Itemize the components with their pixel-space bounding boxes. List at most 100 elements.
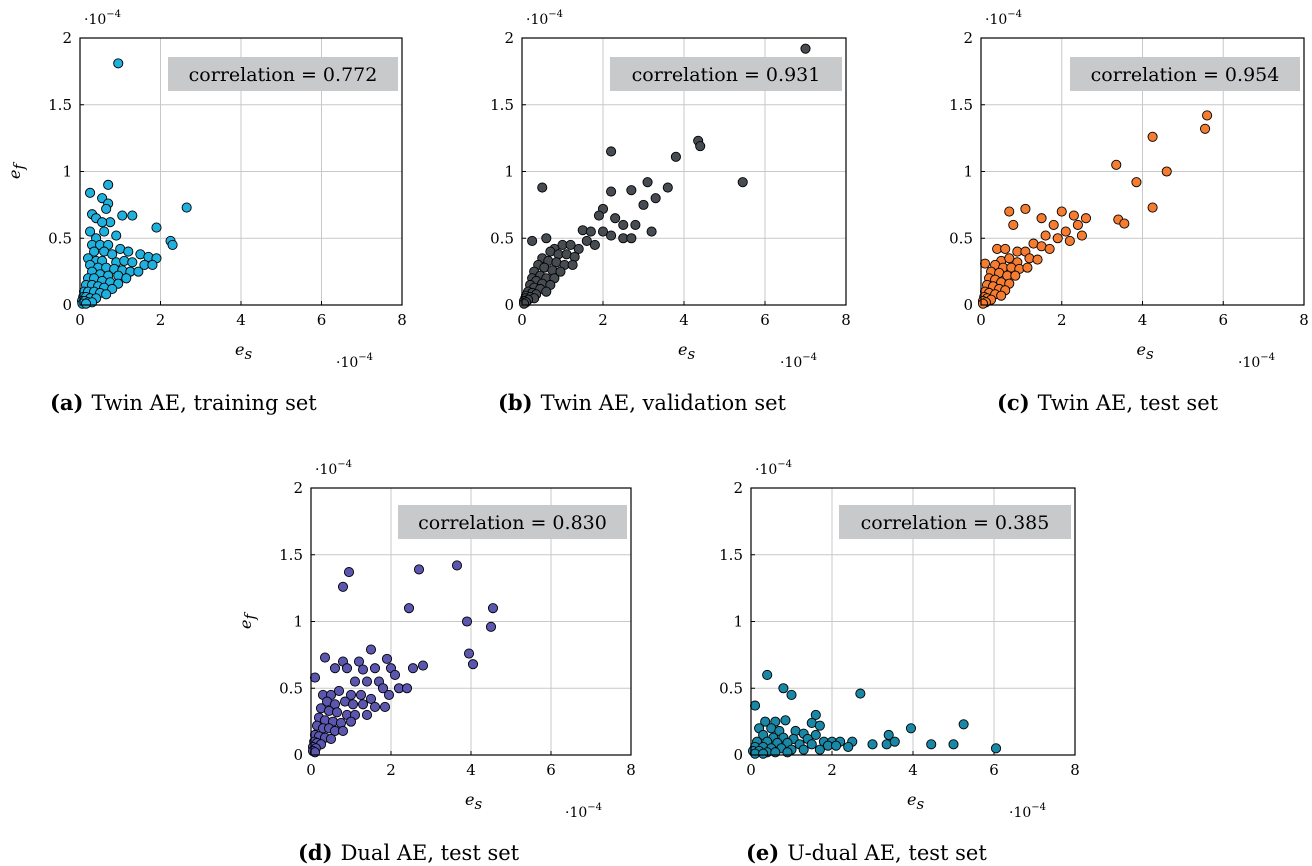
data-point (541, 286, 552, 297)
y-tick-label: 1 (293, 613, 303, 631)
x-tick-label: 0 (306, 761, 316, 779)
data-point (606, 146, 617, 157)
data-point (610, 213, 621, 224)
data-point (1147, 202, 1158, 213)
data-point (1064, 235, 1075, 246)
y-multiplier: ·10−4 (526, 9, 563, 28)
data-point (369, 701, 381, 712)
x-tick-label: 0 (517, 311, 527, 329)
data-point (577, 225, 588, 236)
subfigure-caption: (e) U-dual AE, test set (746, 840, 987, 865)
data-point (593, 210, 605, 221)
y-tick-label: 0 (62, 296, 72, 314)
data-point (101, 203, 112, 214)
correlation-label: correlation = 0.954 (1091, 64, 1280, 86)
correlation-box (168, 57, 398, 91)
x-tick-label: 6 (546, 761, 556, 779)
y-axis-label: ef (236, 612, 259, 629)
y-tick-label: 1 (733, 613, 743, 631)
y-multiplier: ·10−4 (985, 9, 1022, 28)
data-point (345, 716, 357, 727)
data-point (333, 685, 345, 696)
data-point (85, 226, 96, 237)
data-point (670, 151, 681, 162)
data-point (413, 564, 425, 575)
x-tick-label: 0 (976, 311, 986, 329)
data-point (630, 219, 641, 230)
data-point (355, 689, 367, 700)
data-point (1147, 131, 1158, 142)
data-point (1119, 218, 1130, 229)
data-point (407, 663, 419, 674)
subfigure-caption: (c) Twin AE, test set (997, 390, 1219, 415)
data-point (463, 648, 475, 659)
data-point (365, 644, 377, 655)
data-point (527, 235, 538, 246)
y-tick-label: 0.5 (48, 229, 72, 247)
data-point (810, 709, 821, 721)
data-point (810, 729, 821, 741)
correlation-box (398, 505, 627, 539)
data-point (990, 743, 1002, 754)
data-point (117, 210, 128, 221)
data-point (606, 230, 617, 241)
plot-frame (79, 37, 403, 306)
data-point (958, 719, 969, 730)
x-tick-label: 2 (1057, 311, 1067, 329)
y-tick-label: 1 (504, 163, 514, 181)
data-point (760, 716, 771, 727)
data-point (618, 219, 629, 230)
data-point (1010, 270, 1021, 281)
data-point (467, 659, 479, 670)
x-tick-label: 4 (466, 761, 476, 779)
x-tick-label: 8 (397, 311, 407, 329)
data-point (979, 258, 991, 269)
data-point (646, 226, 657, 237)
data-point (361, 709, 373, 721)
x-tick-label: 2 (156, 311, 166, 329)
data-point (606, 186, 617, 197)
data-point (905, 723, 917, 734)
data-point (626, 185, 637, 196)
data-point (926, 739, 937, 750)
data-point (485, 621, 497, 632)
x-tick-label: 6 (760, 311, 770, 329)
data-point (750, 700, 761, 711)
data-point (1200, 123, 1211, 134)
x-tick-label: 8 (841, 311, 851, 329)
data-point (80, 298, 92, 309)
x-tick-label: 2 (598, 311, 608, 329)
data-point (585, 226, 596, 237)
correlation-label: correlation = 0.772 (189, 64, 378, 86)
data-point (948, 739, 959, 750)
data-point (111, 230, 122, 241)
x-tick-label: 4 (1138, 311, 1148, 329)
data-point (357, 699, 369, 710)
data-point (403, 603, 415, 614)
data-point (417, 660, 429, 671)
data-point (151, 222, 162, 233)
y-tick-label: 0.5 (490, 229, 514, 247)
data-point (977, 298, 989, 309)
x-multiplier: ·10−4 (336, 352, 373, 371)
data-point (573, 243, 584, 254)
data-point (461, 616, 473, 627)
data-point (518, 298, 530, 309)
data-point (1131, 177, 1142, 188)
data-point (737, 177, 748, 188)
data-point (814, 720, 825, 731)
data-point (133, 266, 144, 277)
y-tick-label: 0.5 (949, 229, 973, 247)
x-axis-label: es (907, 790, 924, 813)
data-point (181, 202, 192, 213)
data-point (1044, 243, 1055, 254)
plot-frame (521, 37, 847, 306)
data-point (1022, 262, 1033, 273)
data-point (1076, 230, 1087, 241)
data-point (638, 199, 649, 210)
data-point (1068, 210, 1079, 221)
y-tick-label: 0 (733, 746, 743, 764)
x-tick-label: 6 (1218, 311, 1228, 329)
data-point (996, 290, 1007, 301)
data-point (1052, 233, 1063, 244)
